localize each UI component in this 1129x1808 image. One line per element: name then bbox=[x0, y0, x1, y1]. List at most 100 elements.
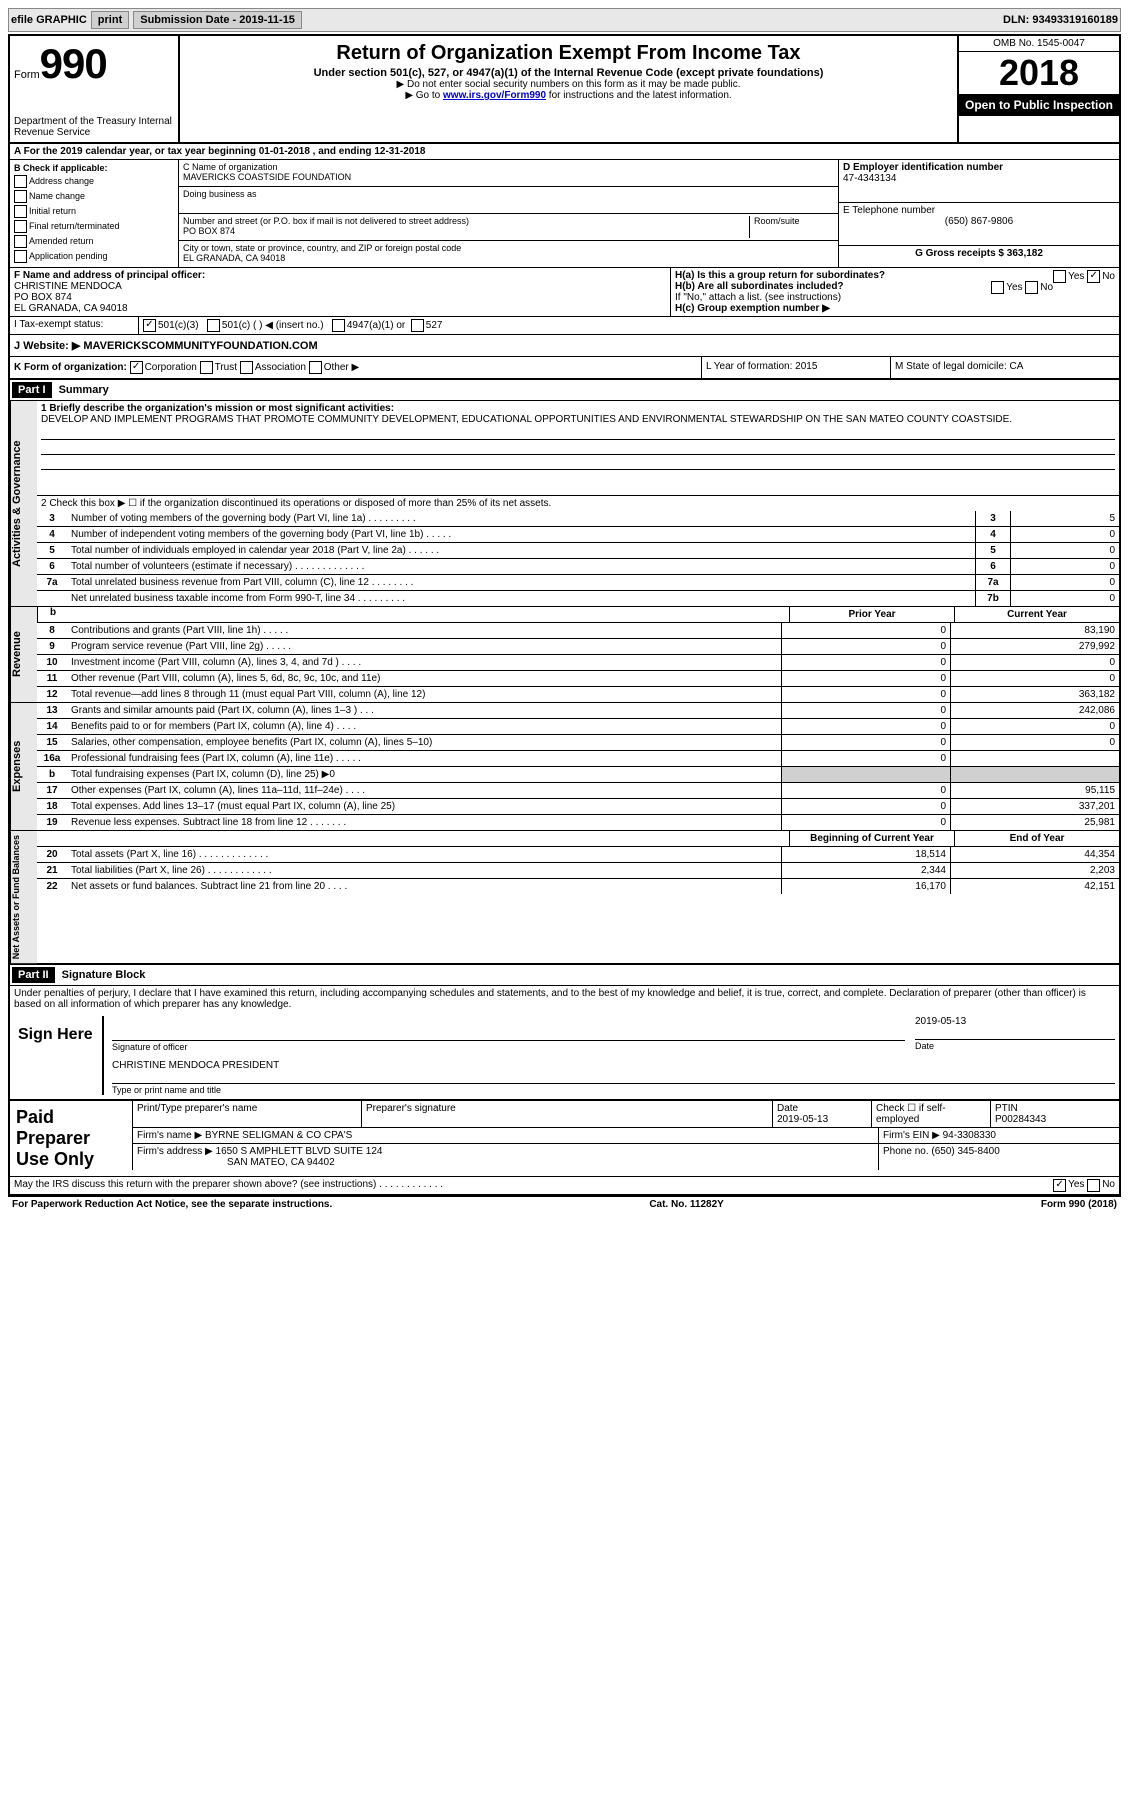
status-527[interactable] bbox=[411, 319, 424, 332]
room-suite: Room/suite bbox=[750, 216, 834, 238]
tax-year: 2018 bbox=[959, 52, 1119, 94]
line-16a: 16aProfessional fundraising fees (Part I… bbox=[37, 751, 1119, 767]
sig-date: 2019-05-13 bbox=[915, 1016, 1115, 1027]
line-11: 11Other revenue (Part VIII, column (A), … bbox=[37, 671, 1119, 687]
status-501c[interactable] bbox=[207, 319, 220, 332]
checkbox-address-change[interactable] bbox=[14, 175, 27, 188]
paid-preparer-label: Paid Preparer Use Only bbox=[10, 1101, 132, 1176]
line-6: 6Total number of volunteers (estimate if… bbox=[37, 559, 1119, 575]
org-name: MAVERICKS COASTSIDE FOUNDATION bbox=[183, 172, 834, 182]
line-18: 18Total expenses. Add lines 13–17 (must … bbox=[37, 799, 1119, 815]
vert-expenses: Expenses bbox=[10, 703, 37, 830]
prep-date: 2019-05-13 bbox=[777, 1114, 828, 1125]
status-4947[interactable] bbox=[332, 319, 345, 332]
paperwork-notice: For Paperwork Reduction Act Notice, see … bbox=[12, 1199, 332, 1210]
line-17: 17Other expenses (Part IX, column (A), l… bbox=[37, 783, 1119, 799]
line-9: 9Program service revenue (Part VIII, lin… bbox=[37, 639, 1119, 655]
prep-phone: Phone no. (650) 345-8400 bbox=[878, 1144, 1119, 1170]
checkbox-name-change[interactable] bbox=[14, 190, 27, 203]
ha-yes[interactable] bbox=[1053, 270, 1066, 283]
officer-print-name: CHRISTINE MENDOCA PRESIDENT bbox=[112, 1060, 1115, 1071]
line-7a: 7aTotal unrelated business revenue from … bbox=[37, 575, 1119, 591]
line-20: 20Total assets (Part X, line 16) . . . .… bbox=[37, 847, 1119, 863]
topbar: efile GRAPHIC print Submission Date - 20… bbox=[8, 8, 1121, 32]
checkbox-amended[interactable] bbox=[14, 235, 27, 248]
city: EL GRANADA, CA 94018 bbox=[183, 253, 834, 263]
mission-text: DEVELOP AND IMPLEMENT PROGRAMS THAT PROM… bbox=[41, 414, 1115, 425]
line-14: 14Benefits paid to or for members (Part … bbox=[37, 719, 1119, 735]
sign-here-label: Sign Here bbox=[14, 1016, 102, 1095]
status-501c3[interactable] bbox=[143, 319, 156, 332]
officer-addr: PO BOX 874 bbox=[14, 292, 666, 303]
firm-ein: 94-3308330 bbox=[943, 1130, 996, 1141]
officer-name: CHRISTINE MENDOCA bbox=[14, 281, 666, 292]
omb-number: OMB No. 1545-0047 bbox=[959, 36, 1119, 52]
line-15: 15Salaries, other compensation, employee… bbox=[37, 735, 1119, 751]
ein: 47-4343134 bbox=[843, 173, 1115, 184]
gross-receipts: G Gross receipts $ 363,182 bbox=[839, 246, 1119, 261]
prior-year-header: Prior Year bbox=[789, 607, 954, 622]
line-22: 22Net assets or fund balances. Subtract … bbox=[37, 879, 1119, 894]
efile-label: efile GRAPHIC bbox=[11, 14, 87, 26]
print-button[interactable]: print bbox=[91, 11, 129, 29]
k-trust[interactable] bbox=[200, 361, 213, 374]
part2-header: Part II bbox=[12, 967, 55, 983]
cat-no: Cat. No. 11282Y bbox=[649, 1199, 723, 1210]
open-public-badge: Open to Public Inspection bbox=[959, 94, 1119, 116]
hb-no[interactable] bbox=[1025, 281, 1038, 294]
subtitle-2: ▶ Do not enter social security numbers o… bbox=[184, 79, 953, 90]
line-3: 3Number of voting members of the governi… bbox=[37, 511, 1119, 527]
dln: DLN: 93493319160189 bbox=[1003, 14, 1118, 26]
line-19: 19Revenue less expenses. Subtract line 1… bbox=[37, 815, 1119, 830]
begin-year-header: Beginning of Current Year bbox=[789, 831, 954, 846]
checkbox-final[interactable] bbox=[14, 220, 27, 233]
ha-no[interactable] bbox=[1087, 270, 1100, 283]
line-5: 5Total number of individuals employed in… bbox=[37, 543, 1119, 559]
website: MAVERICKSCOMMUNITYFOUNDATION.COM bbox=[83, 340, 317, 352]
line-8: 8Contributions and grants (Part VIII, li… bbox=[37, 623, 1119, 639]
declaration-text: Under penalties of perjury, I declare th… bbox=[10, 986, 1119, 1012]
firm-city: SAN MATEO, CA 94402 bbox=[227, 1157, 335, 1168]
state-domicile: M State of legal domicile: CA bbox=[891, 357, 1119, 378]
dept-treasury: Department of the Treasury Internal Reve… bbox=[14, 116, 174, 138]
form-990: Form 990 Department of the Treasury Inte… bbox=[8, 34, 1121, 1197]
ein-label: D Employer identification number bbox=[843, 162, 1115, 173]
officer-city: EL GRANADA, CA 94018 bbox=[14, 303, 666, 314]
k-assoc[interactable] bbox=[240, 361, 253, 374]
form-footer: Form 990 (2018) bbox=[1041, 1199, 1117, 1210]
phone-label: E Telephone number bbox=[843, 205, 1115, 216]
checkbox-initial[interactable] bbox=[14, 205, 27, 218]
street: PO BOX 874 bbox=[183, 226, 745, 236]
end-year-header: End of Year bbox=[954, 831, 1119, 846]
checkbox-application[interactable] bbox=[14, 250, 27, 263]
part2-title: Signature Block bbox=[58, 967, 150, 983]
c-label: C Name of organization bbox=[183, 162, 834, 172]
submission-date: Submission Date - 2019-11-15 bbox=[133, 11, 302, 29]
line-4: 4Number of independent voting members of… bbox=[37, 527, 1119, 543]
line-12: 12Total revenue—add lines 8 through 11 (… bbox=[37, 687, 1119, 702]
firm-addr: 1650 S AMPHLETT BLVD SUITE 124 bbox=[216, 1146, 383, 1157]
k-corp[interactable] bbox=[130, 361, 143, 374]
ptin: P00284343 bbox=[995, 1114, 1046, 1125]
discuss-no[interactable] bbox=[1087, 1179, 1100, 1192]
subtitle-1: Under section 501(c), 527, or 4947(a)(1)… bbox=[184, 67, 953, 79]
line-21: 21Total liabilities (Part X, line 26) . … bbox=[37, 863, 1119, 879]
line-7b: Net unrelated business taxable income fr… bbox=[37, 591, 1119, 606]
part1-header: Part I bbox=[12, 382, 52, 398]
form-title: Return of Organization Exempt From Incom… bbox=[184, 42, 953, 65]
check-applicable: B Check if applicable: Address change Na… bbox=[10, 160, 179, 267]
vert-revenue: Revenue bbox=[10, 607, 37, 702]
line-b: bTotal fundraising expenses (Part IX, co… bbox=[37, 767, 1119, 783]
irs-link[interactable]: www.irs.gov/Form990 bbox=[443, 90, 546, 101]
current-year-header: Current Year bbox=[954, 607, 1119, 622]
period-row: A For the 2019 calendar year, or tax yea… bbox=[10, 144, 1119, 160]
k-other[interactable] bbox=[309, 361, 322, 374]
firm-name: BYRNE SELIGMAN & CO CPA'S bbox=[205, 1130, 352, 1141]
part1-title: Summary bbox=[55, 382, 113, 398]
b-marker: b bbox=[37, 607, 68, 622]
year-formation: L Year of formation: 2015 bbox=[702, 357, 891, 378]
hb-yes[interactable] bbox=[991, 281, 1004, 294]
discuss-yes[interactable] bbox=[1053, 1179, 1066, 1192]
tax-status-label: I Tax-exempt status: bbox=[10, 317, 139, 334]
subtitle-3: ▶ Go to www.irs.gov/Form990 for instruct… bbox=[184, 90, 953, 101]
